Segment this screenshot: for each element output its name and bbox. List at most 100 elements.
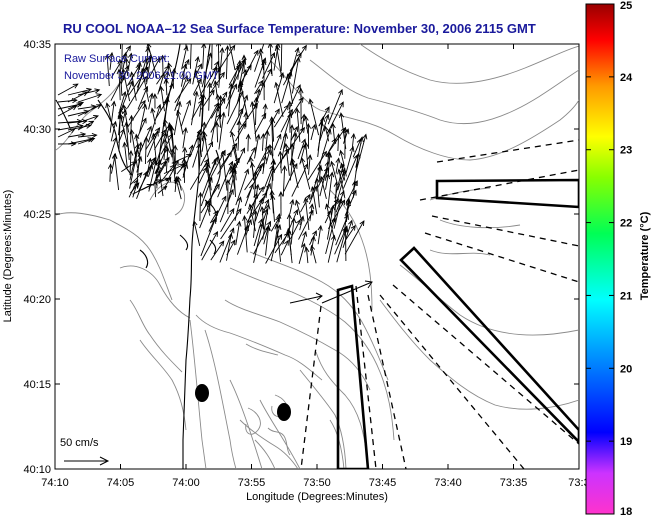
- current-vector: [124, 121, 130, 161]
- current-vector: [314, 177, 320, 208]
- current-vector: [232, 162, 238, 181]
- current-vector: [181, 45, 189, 70]
- scale-arrow: [64, 456, 110, 466]
- current-vector: [220, 208, 242, 240]
- current-vector: [260, 132, 266, 151]
- current-vector: [262, 103, 268, 120]
- current-vector: [168, 124, 176, 165]
- current-vector: [309, 203, 315, 222]
- current-vector: [238, 79, 249, 120]
- current-vector: [200, 93, 207, 127]
- current-vector: [67, 87, 93, 96]
- current-vector: [237, 94, 249, 125]
- current-vector: [164, 147, 171, 173]
- current-vector: [122, 141, 128, 168]
- current-vector: [105, 102, 112, 120]
- current-vector: [215, 93, 222, 128]
- current-vector: [134, 133, 140, 150]
- current-vector: [67, 132, 87, 138]
- scale-label: 50 cm/s: [60, 437, 99, 449]
- current-vector: [231, 145, 239, 166]
- colorbar-tick-label: 21: [620, 290, 632, 302]
- current-vector: [274, 223, 282, 262]
- colorbar-tick-label: 22: [620, 218, 632, 230]
- current-vector: [189, 44, 192, 69]
- current-vector: [77, 137, 96, 145]
- current-vector: [129, 71, 137, 101]
- current-vector: [259, 205, 265, 231]
- current-vector: [242, 215, 248, 253]
- current-vector: [182, 126, 188, 149]
- current-vector: [77, 132, 98, 139]
- current-vector: [244, 49, 259, 77]
- station-markers: [195, 384, 291, 421]
- current-vector: [277, 150, 283, 174]
- current-vector: [261, 52, 275, 79]
- current-vector: [204, 161, 212, 200]
- current-vector: [254, 44, 265, 72]
- current-vector: [213, 80, 219, 96]
- current-vector: [243, 111, 249, 128]
- current-vector: [181, 157, 187, 183]
- current-vector: [201, 52, 213, 88]
- colorbar-tick-label: 18: [620, 506, 632, 518]
- colorbar-tick-label: 25: [620, 0, 632, 12]
- current-vector: [218, 47, 225, 88]
- current-vector: [308, 98, 320, 136]
- current-vector: [208, 195, 227, 232]
- current-vector: [324, 173, 331, 190]
- current-vector: [319, 175, 327, 200]
- current-vector: [323, 125, 330, 142]
- current-vector: [197, 191, 204, 222]
- current-vector: [307, 154, 313, 175]
- current-vector: [350, 132, 356, 149]
- current-vector: [217, 151, 232, 175]
- current-vector: [218, 111, 226, 150]
- current-vector: [124, 57, 130, 77]
- current-vector: [211, 60, 219, 78]
- x-axis-label: Longitude (Degrees:Minutes): [246, 491, 388, 503]
- current-vector: [339, 162, 346, 181]
- current-vector: [280, 44, 283, 72]
- figure-title: RU COOL NOAA–12 Sea Surface Temperature:…: [63, 21, 536, 36]
- current-vector: [235, 123, 246, 142]
- current-vector: [289, 46, 300, 79]
- current-vector: [225, 179, 231, 214]
- current-vector: [261, 198, 270, 216]
- current-vector: [249, 100, 257, 142]
- current-vector: [104, 53, 110, 87]
- current-vector: [117, 80, 134, 118]
- current-vector: [109, 100, 117, 133]
- current-vector: [310, 244, 317, 264]
- current-vector: [236, 119, 242, 151]
- current-vector: [317, 120, 324, 158]
- current-vector: [227, 147, 246, 184]
- current-vector: [174, 75, 189, 111]
- current-vector: [234, 196, 243, 221]
- current-vector: [173, 100, 182, 136]
- current-vector: [152, 93, 158, 109]
- current-vector: [136, 60, 142, 77]
- x-tick-label: 73:50: [303, 477, 331, 489]
- current-vector: [235, 168, 250, 206]
- y-tick-label: 40:35: [23, 39, 51, 51]
- isolated-current-arrows: [289, 280, 373, 304]
- current-vector: [171, 67, 177, 86]
- current-vector: [345, 200, 352, 222]
- current-vector: [201, 44, 207, 69]
- y-tick-label: 40:15: [23, 379, 51, 391]
- current-vector: [163, 77, 169, 96]
- current-vector: [154, 159, 162, 183]
- current-vector: [127, 52, 134, 69]
- map-frame: [54, 43, 580, 470]
- current-vector: [265, 224, 271, 256]
- current-vector: [162, 118, 173, 158]
- current-vector: [167, 61, 173, 78]
- current-vector: [265, 149, 272, 165]
- current-vector: [245, 218, 253, 237]
- current-vector: [140, 67, 150, 102]
- current-vector: [67, 91, 89, 103]
- current-vector: [121, 161, 138, 172]
- current-vector: [342, 219, 353, 248]
- current-vector: [108, 136, 118, 160]
